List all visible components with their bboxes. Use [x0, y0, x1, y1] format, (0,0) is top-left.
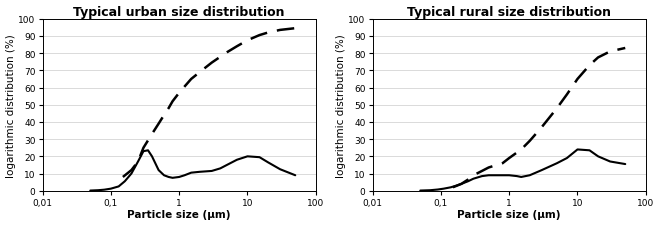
Title: Typical rural size distribution: Typical rural size distribution [407, 6, 611, 18]
X-axis label: Particle size (μm): Particle size (μm) [457, 209, 561, 219]
Y-axis label: logarithmic distribution (%): logarithmic distribution (%) [5, 34, 16, 177]
Title: Typical urban size distribution: Typical urban size distribution [73, 6, 285, 18]
Y-axis label: logarithmic distribution (%): logarithmic distribution (%) [335, 34, 346, 177]
X-axis label: Particle size (μm): Particle size (μm) [127, 209, 231, 219]
